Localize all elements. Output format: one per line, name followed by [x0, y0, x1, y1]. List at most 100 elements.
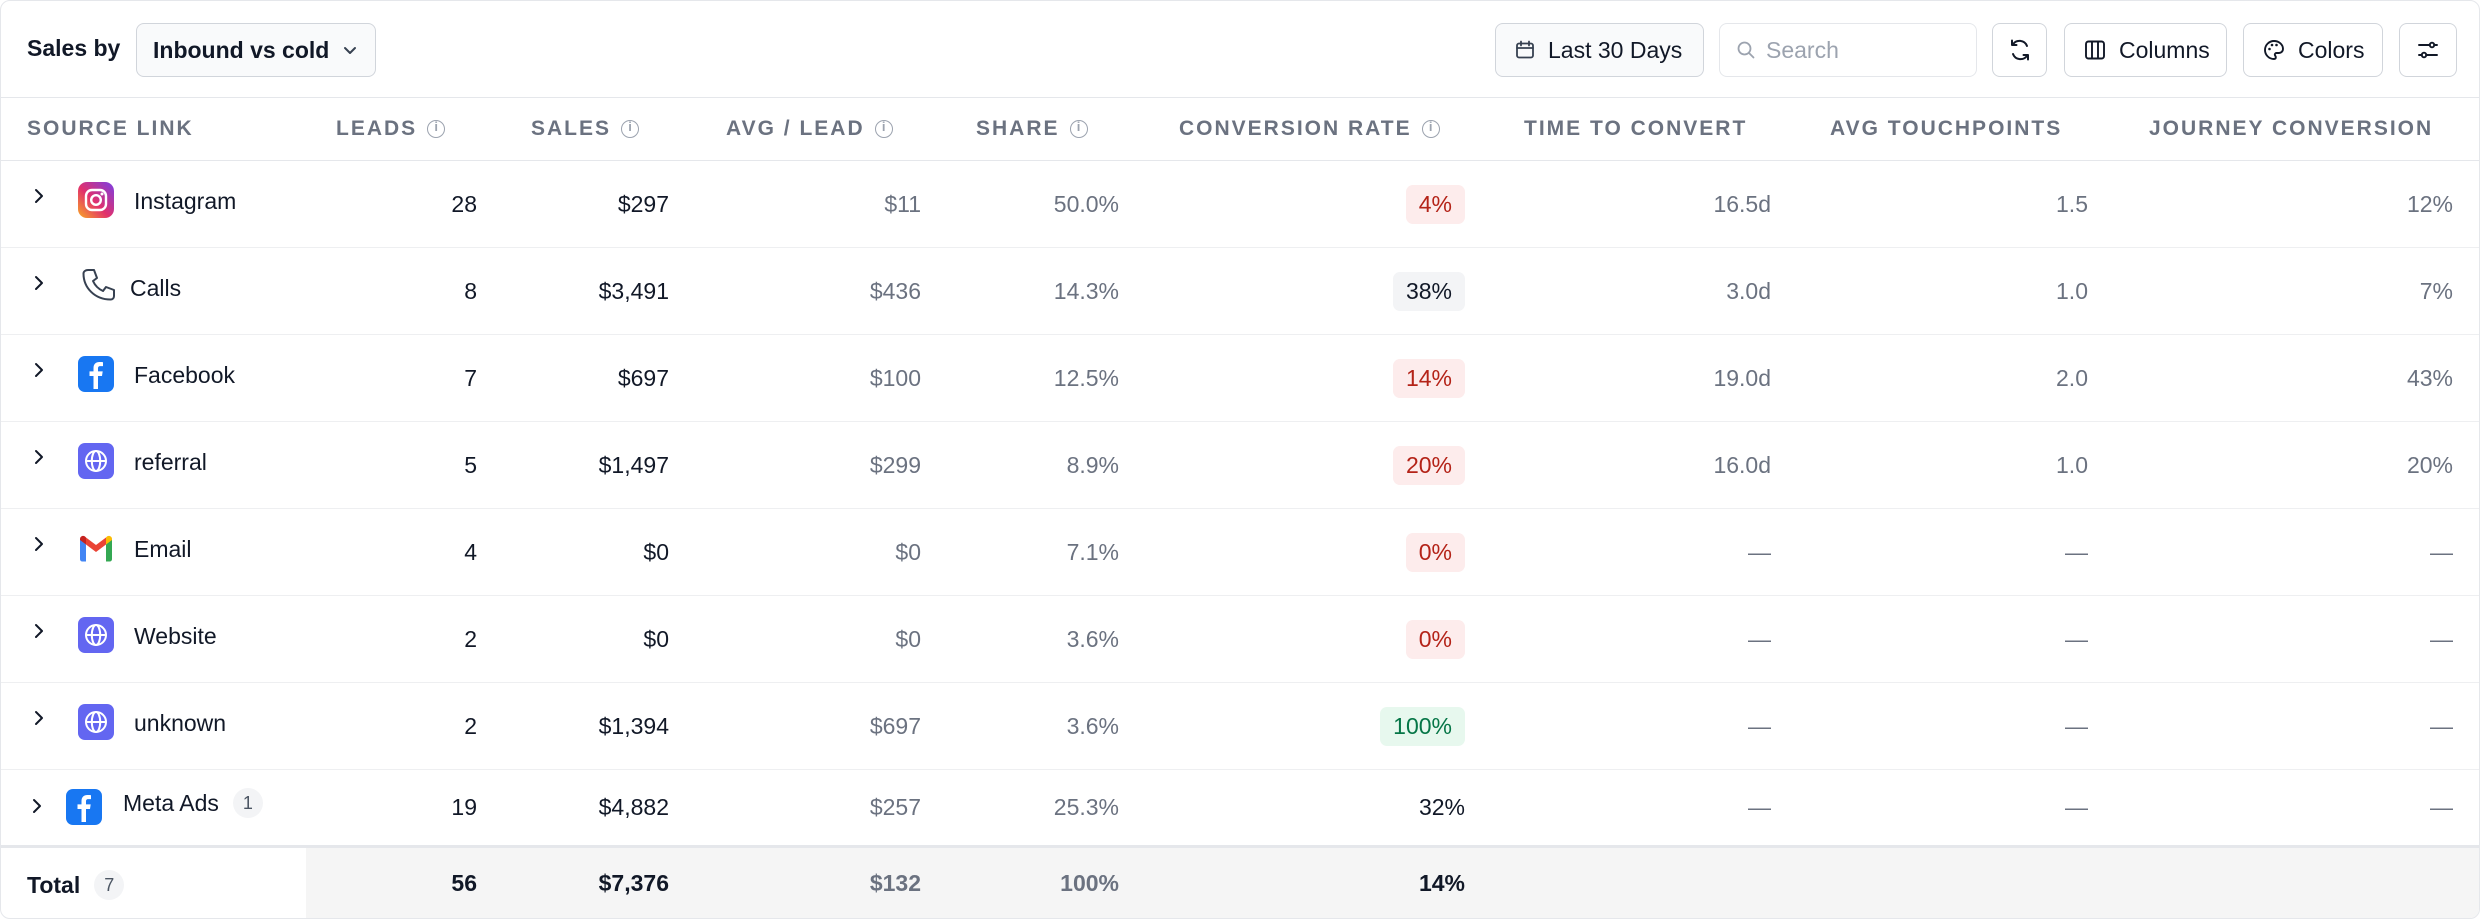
- conversion-rate-pill: 14%: [1392, 359, 1465, 398]
- source-name[interactable]: Email: [134, 536, 192, 562]
- info-icon[interactable]: [621, 119, 640, 138]
- table-row[interactable]: Email 4 $0 $0 7.1% 0% — — —: [1, 509, 2479, 596]
- header-source-link[interactable]: SOURCE LINK: [27, 117, 194, 140]
- avg-lead-value: $257: [869, 794, 921, 820]
- total-share: 100%: [1060, 870, 1119, 896]
- facebook-icon: [66, 789, 102, 825]
- total-label: Total: [27, 871, 81, 898]
- sales-value: $1,394: [598, 713, 669, 739]
- child-count-badge: 1: [232, 788, 263, 818]
- conversion-rate-pill: 38%: [1392, 272, 1465, 311]
- refresh-icon: [2010, 39, 2029, 61]
- share-value: 7.1%: [1066, 539, 1119, 565]
- chevron-down-icon: [344, 47, 357, 54]
- conversion-rate-pill: 0%: [1405, 533, 1465, 572]
- sales-value: $697: [617, 365, 669, 391]
- columns-button[interactable]: Columns: [2064, 23, 2227, 77]
- group-row-meta-ads[interactable]: Meta Ads 1 19 $4,882 $257 25.3% 32% — — …: [1, 770, 2479, 844]
- journey-conversion-value: 20%: [2406, 452, 2453, 478]
- source-name[interactable]: Website: [134, 623, 217, 649]
- chevron-right-icon[interactable]: [31, 362, 47, 378]
- journey-conversion-value: —: [2430, 794, 2453, 820]
- source-name[interactable]: Facebook: [134, 362, 236, 388]
- conversion-rate-pill: 100%: [1380, 707, 1465, 746]
- columns-label: Columns: [2119, 36, 2210, 63]
- palette-icon: [2264, 40, 2284, 60]
- chevron-right-icon[interactable]: [31, 623, 47, 639]
- avg-touchpoints-value: 1.0: [2056, 278, 2088, 304]
- avg-touchpoints-value: —: [2065, 539, 2088, 565]
- leads-value: 7: [464, 365, 477, 391]
- calendar-icon: [1516, 40, 1534, 59]
- total-row: Total 7 56 $7,376 $132 100% 14%: [1, 845, 2479, 918]
- sales-by-label: Sales by: [27, 35, 121, 61]
- globe-icon: [78, 443, 114, 479]
- table-row[interactable]: Calls 8 $3,491 $436 14.3% 38% 3.0d 1.0 7…: [1, 248, 2479, 335]
- chevron-right-icon[interactable]: [31, 275, 47, 291]
- source-name[interactable]: Meta Ads: [123, 789, 219, 816]
- share-value: 12.5%: [1053, 365, 1119, 391]
- avg-lead-value: $11: [884, 191, 921, 217]
- journey-conversion-value: —: [2430, 713, 2453, 739]
- chevron-right-icon[interactable]: [31, 536, 47, 552]
- time-to-convert-value: 3.0d: [1726, 278, 1771, 304]
- date-range-button[interactable]: Last 30 Days: [1495, 23, 1704, 77]
- search-input[interactable]: Search: [1719, 23, 1977, 77]
- sales-value: $297: [617, 191, 669, 217]
- time-to-convert-value: —: [1748, 539, 1771, 565]
- avg-lead-value: $436: [869, 278, 921, 304]
- sales-value: $0: [643, 626, 669, 652]
- source-name[interactable]: Calls: [130, 275, 182, 301]
- source-name[interactable]: unknown: [134, 710, 227, 736]
- info-icon[interactable]: [874, 119, 893, 138]
- info-icon[interactable]: [427, 119, 446, 138]
- table-row[interactable]: Website 2 $0 $0 3.6% 0% — — —: [1, 596, 2479, 683]
- header-sales[interactable]: SALES: [531, 117, 640, 141]
- sales-value: $4,882: [598, 794, 669, 820]
- source-name[interactable]: Instagram: [134, 188, 237, 214]
- table-row[interactable]: Facebook 7 $697 $100 12.5% 14% 19.0d 2.0…: [1, 335, 2479, 422]
- source-name[interactable]: referral: [134, 449, 207, 475]
- sliders-icon: [2418, 41, 2438, 59]
- header-journey-conversion[interactable]: JOURNEY CONVERSION: [2149, 117, 2434, 140]
- header-share[interactable]: SHARE: [976, 117, 1088, 141]
- leads-value: 4: [464, 539, 477, 565]
- header-leads[interactable]: LEADS: [336, 117, 446, 141]
- facebook-icon: [78, 356, 114, 392]
- search-icon: [1737, 41, 1755, 59]
- globe-icon: [78, 704, 114, 740]
- info-icon[interactable]: [1069, 119, 1088, 138]
- chevron-right-icon[interactable]: [31, 710, 47, 726]
- avg-touchpoints-value: —: [2065, 713, 2088, 739]
- conversion-rate-value: 32%: [1418, 794, 1465, 820]
- avg-lead-value: $0: [895, 539, 921, 565]
- sales-value: $1,497: [598, 452, 669, 478]
- chevron-right-icon[interactable]: [29, 798, 45, 814]
- leads-value: 2: [464, 626, 477, 652]
- total-avg-lead: $132: [869, 870, 921, 896]
- header-time-to-convert[interactable]: TIME TO CONVERT: [1524, 117, 1748, 140]
- group-select-dropdown[interactable]: Inbound vs cold: [136, 23, 376, 77]
- colors-label: Colors: [2298, 36, 2365, 63]
- table-row[interactable]: Instagram 28 $297 $11 50.0% 4% 16.5d 1.5…: [1, 161, 2479, 248]
- refresh-button[interactable]: [1992, 23, 2047, 77]
- table-row[interactable]: unknown 2 $1,394 $697 3.6% 100% — — —: [1, 683, 2479, 770]
- total-count-badge: 7: [94, 870, 125, 900]
- header-avg-lead[interactable]: AVG / LEAD: [726, 117, 893, 141]
- table-row[interactable]: referral 5 $1,497 $299 8.9% 20% 16.0d 1.…: [1, 422, 2479, 509]
- chevron-right-icon[interactable]: [31, 449, 47, 465]
- journey-conversion-value: —: [2430, 539, 2453, 565]
- share-value: 3.6%: [1066, 626, 1119, 652]
- view-settings-button[interactable]: [2399, 23, 2457, 77]
- leads-value: 5: [464, 452, 477, 478]
- header-conversion-rate[interactable]: CONVERSION RATE: [1179, 117, 1440, 141]
- group-select-value: Inbound vs cold: [153, 36, 330, 63]
- share-value: 8.9%: [1066, 452, 1119, 478]
- info-icon[interactable]: [1421, 119, 1440, 138]
- header-avg-touchpoints[interactable]: AVG TOUCHPOINTS: [1830, 117, 2063, 140]
- colors-button[interactable]: Colors: [2243, 23, 2383, 77]
- gmail-icon: [80, 535, 112, 562]
- chevron-right-icon[interactable]: [31, 188, 47, 204]
- sales-value: $0: [643, 539, 669, 565]
